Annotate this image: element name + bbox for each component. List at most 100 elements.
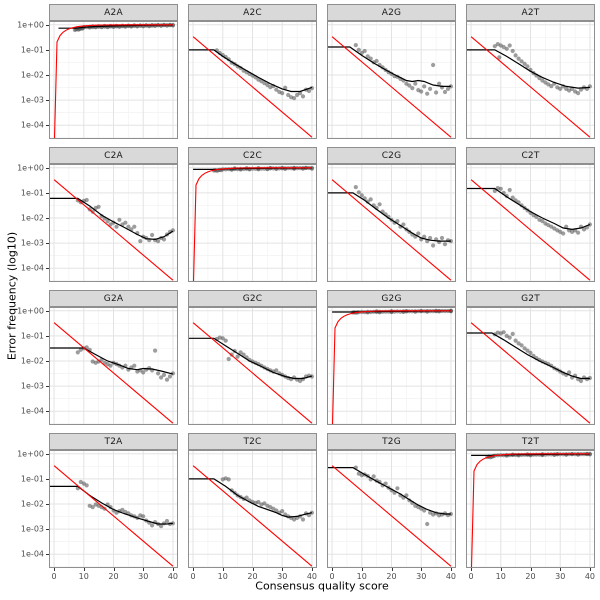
data-point: [274, 508, 279, 513]
fitted-error-line: [188, 337, 313, 380]
facet-strip-label: A2C: [243, 7, 262, 18]
data-point: [300, 517, 306, 522]
x-tick-label: 20: [525, 572, 536, 581]
facet-strip: T2A: [49, 433, 178, 450]
facet-strip-label: C2T: [521, 150, 540, 161]
data-point: [576, 91, 581, 96]
data-point: [123, 220, 128, 225]
fitted-error-line: [188, 478, 313, 518]
y-tick-mark: [46, 310, 49, 312]
facet-strip-label: T2A: [104, 436, 123, 447]
data-point: [558, 86, 563, 91]
data-point: [374, 58, 379, 64]
y-tick-mark: [46, 335, 49, 337]
y-tick-label: 1e-04: [20, 406, 44, 416]
data-point: [226, 356, 231, 362]
gridlines: [327, 164, 456, 282]
y-tick-mark: [46, 192, 49, 194]
data-point: [141, 514, 146, 519]
data-point: [265, 82, 270, 88]
data-point: [431, 62, 436, 68]
data-point: [223, 338, 228, 343]
data-point: [309, 86, 314, 91]
data-point: [425, 91, 430, 96]
data-point: [356, 190, 361, 195]
x-tick-label: 10: [217, 572, 228, 581]
facet-panel-A2G: [327, 21, 456, 139]
gridlines: [188, 164, 317, 282]
facet-strip: C2T: [466, 147, 595, 164]
data-point: [377, 202, 382, 207]
x-tick-label: 0: [51, 572, 57, 581]
facet-strip: T2G: [327, 433, 456, 450]
y-tick-mark: [46, 49, 49, 51]
gridlines: [466, 164, 595, 282]
gridlines: [188, 450, 317, 568]
data-point: [419, 89, 424, 94]
expected-error-line: [53, 179, 174, 281]
facet-strip-label: T2C: [243, 436, 262, 447]
fitted-error-line: [466, 187, 591, 231]
fitted-error-line: [466, 332, 590, 380]
fitted-error-line: [49, 347, 174, 375]
fitted-error-line: [327, 192, 451, 242]
panel-border: [49, 21, 178, 139]
data-point: [513, 338, 518, 343]
data-point: [431, 243, 436, 248]
facet-panel-G2T: [466, 307, 595, 425]
data-point: [164, 518, 170, 524]
panel-border: [188, 21, 317, 139]
data-point: [164, 377, 170, 382]
data-point: [395, 486, 400, 491]
facet-panel-C2G: [327, 164, 456, 282]
data-point: [114, 224, 119, 229]
data-point: [161, 372, 167, 377]
expected-error-line: [331, 36, 452, 138]
y-tick-label: 1e-01: [20, 188, 44, 198]
data-point: [410, 86, 415, 91]
x-tick-label: 40: [584, 572, 596, 581]
data-point: [226, 477, 231, 482]
data-point: [422, 234, 427, 239]
facet-strip: C2A: [49, 147, 178, 164]
data-point: [84, 197, 89, 203]
data-point: [153, 348, 158, 353]
y-tick-label: 1e-03: [20, 238, 44, 248]
x-tick-label: 30: [555, 572, 566, 581]
facet-strip: T2T: [466, 433, 595, 450]
y-tick-mark: [46, 453, 49, 455]
data-point: [492, 44, 497, 49]
x-tick-mark: [560, 568, 562, 571]
data-point: [120, 507, 125, 512]
data-point: [150, 523, 155, 528]
data-point: [259, 79, 264, 84]
x-tick-label: 30: [277, 572, 288, 581]
expected-error-line: [53, 322, 174, 424]
facet-panel-C2T: [466, 164, 595, 282]
facet-panel-T2C: [188, 450, 317, 568]
expected-error-line: [53, 24, 173, 139]
y-tick-mark: [46, 503, 49, 505]
data-point: [501, 330, 506, 335]
panel-border: [327, 21, 456, 139]
data-point: [353, 43, 358, 48]
gridlines: [49, 164, 178, 282]
y-tick-mark: [46, 74, 49, 76]
facet-strip: G2G: [327, 290, 456, 307]
x-tick-label: 0: [190, 572, 196, 581]
data-point: [359, 193, 364, 198]
facet-strip: G2T: [466, 290, 595, 307]
x-tick-label: 0: [329, 572, 335, 581]
x-tick-mark: [54, 568, 56, 571]
data-point: [274, 368, 279, 373]
expected-error-line: [331, 310, 451, 425]
gridlines: [466, 21, 595, 139]
y-tick-mark: [46, 386, 49, 388]
panel-border: [466, 307, 595, 425]
data-point: [519, 343, 524, 348]
data-point: [280, 509, 285, 514]
x-tick-mark: [450, 568, 452, 571]
gridlines: [466, 450, 595, 568]
data-point: [510, 195, 515, 200]
data-point: [428, 86, 433, 91]
